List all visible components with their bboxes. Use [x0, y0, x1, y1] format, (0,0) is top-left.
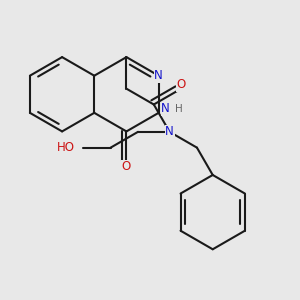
Text: N: N	[165, 125, 174, 138]
Text: O: O	[177, 78, 186, 91]
Text: N: N	[161, 102, 170, 115]
Text: N: N	[154, 69, 163, 82]
Text: HO: HO	[57, 141, 75, 154]
Text: H: H	[175, 104, 183, 114]
Text: O: O	[122, 160, 131, 173]
